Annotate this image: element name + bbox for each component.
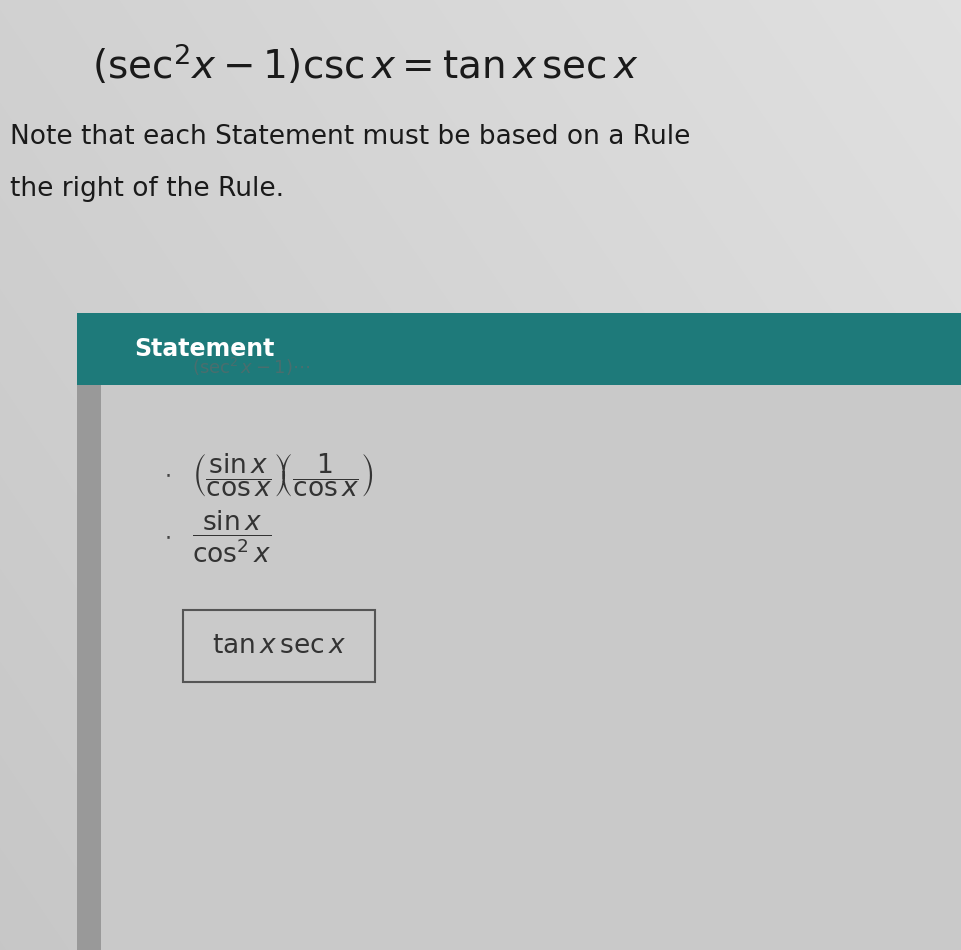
Bar bbox=[183, 611, 375, 682]
Text: $\left(\mathrm{sec}^2 x - 1\right)\mathrm{csc}\, x = \mathrm{tan}\, x\, \mathrm{: $\left(\mathrm{sec}^2 x - 1\right)\mathr… bbox=[92, 43, 638, 87]
Bar bbox=[77, 314, 961, 385]
Text: $\tan x\,\sec x$: $\tan x\,\sec x$ bbox=[211, 633, 346, 659]
Bar bbox=[77, 314, 101, 950]
Text: $\left(\sec^2 x - 1\right)\cdots$: $\left(\sec^2 x - 1\right)\cdots$ bbox=[192, 356, 310, 378]
Text: the right of the Rule.: the right of the Rule. bbox=[10, 176, 283, 201]
Text: $\cdot$: $\cdot$ bbox=[163, 465, 170, 485]
Text: Note that each Statement must be based on a Rule: Note that each Statement must be based o… bbox=[10, 124, 689, 149]
Text: $\dfrac{\sin x}{\cos^2 x}$: $\dfrac{\sin x}{\cos^2 x}$ bbox=[192, 508, 271, 565]
Text: $\cdot$: $\cdot$ bbox=[163, 526, 170, 547]
Text: $\left(\dfrac{\sin x}{\cos x}\right)\!\!\left(\dfrac{1}{\cos x}\right)$: $\left(\dfrac{\sin x}{\cos x}\right)\!\!… bbox=[192, 451, 373, 499]
Text: Statement: Statement bbox=[135, 337, 275, 361]
Bar bbox=[77, 314, 961, 950]
